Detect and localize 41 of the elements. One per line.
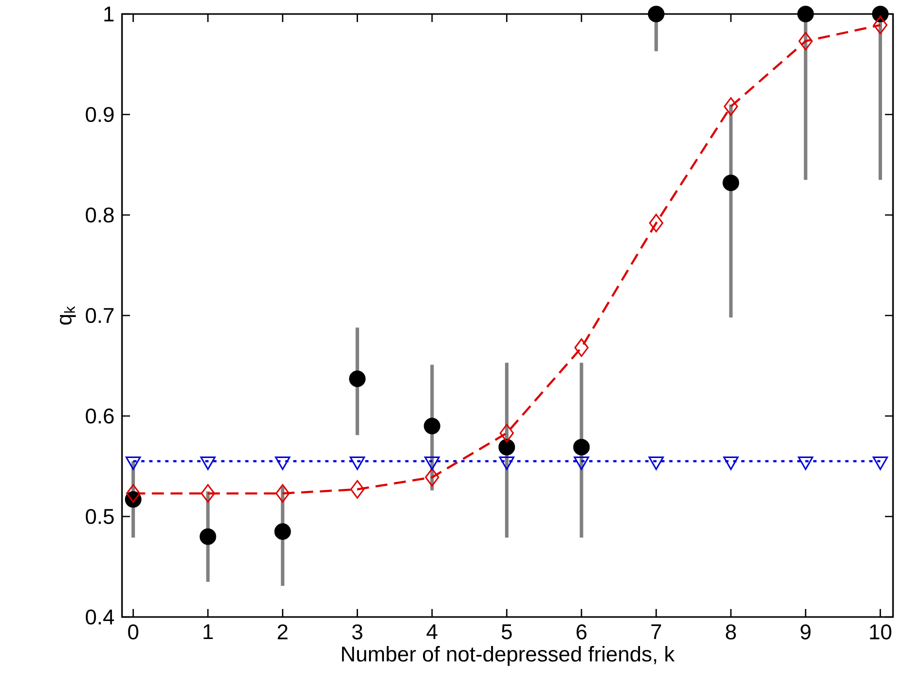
point — [573, 438, 590, 456]
x-tick-label: 3 — [352, 624, 362, 640]
y-tick-label: 1 — [104, 6, 114, 22]
point — [649, 214, 664, 232]
point — [350, 480, 364, 499]
point — [648, 6, 664, 22]
x-tick-label: 9 — [800, 624, 811, 640]
point — [498, 438, 516, 456]
y-tick-label: 0.6 — [86, 408, 114, 424]
y-tick-label: 0.7 — [86, 308, 114, 324]
y-tick-label: 0.4 — [86, 609, 114, 625]
x-tick-label: 5 — [502, 624, 512, 640]
point — [424, 418, 440, 434]
point — [872, 6, 889, 22]
point — [424, 468, 440, 487]
x-tick-label: 6 — [576, 624, 586, 640]
point — [798, 32, 813, 50]
point — [797, 6, 814, 22]
point — [722, 174, 740, 192]
y-tick-label: 0.5 — [86, 508, 114, 524]
x-axis-title: Number of not-depressed friends, k — [342, 646, 675, 666]
x-tick-label: 2 — [278, 624, 288, 640]
point — [873, 16, 888, 34]
x-tick-label: 4 — [426, 624, 438, 640]
x-tick-label: 7 — [651, 624, 662, 640]
point — [274, 523, 291, 540]
x-tick-label: 10 — [870, 624, 892, 640]
point — [724, 97, 738, 116]
point — [200, 528, 216, 545]
point — [275, 484, 290, 503]
y-axis-title: q$_{k}$ — [60, 306, 76, 325]
point — [574, 338, 589, 357]
point — [200, 484, 216, 503]
point — [126, 484, 140, 503]
y-tick-label: 0.8 — [86, 207, 114, 223]
point — [500, 424, 514, 442]
point — [349, 370, 366, 388]
x-tick-label: 0 — [128, 624, 138, 640]
x-tick-label: 1 — [204, 624, 213, 640]
y-tick-label: 0.9 — [86, 106, 114, 122]
x-tick-label: 8 — [726, 624, 736, 640]
